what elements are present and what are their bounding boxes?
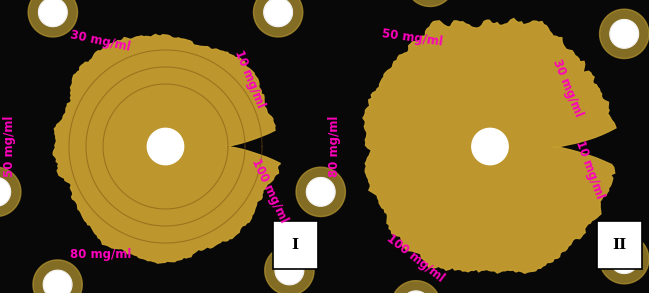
Polygon shape bbox=[600, 234, 649, 284]
Polygon shape bbox=[38, 0, 67, 27]
Text: 100 mg/ml: 100 mg/ml bbox=[249, 156, 290, 225]
Polygon shape bbox=[254, 0, 303, 37]
Text: 30 mg/ml: 30 mg/ml bbox=[69, 28, 132, 54]
Text: I: I bbox=[292, 238, 299, 252]
Polygon shape bbox=[265, 246, 314, 293]
Polygon shape bbox=[296, 167, 345, 217]
Polygon shape bbox=[43, 270, 72, 293]
Polygon shape bbox=[402, 291, 430, 293]
Polygon shape bbox=[472, 128, 508, 165]
Polygon shape bbox=[610, 245, 639, 273]
FancyBboxPatch shape bbox=[273, 221, 318, 269]
Polygon shape bbox=[147, 128, 184, 165]
Text: 80 mg/ml: 80 mg/ml bbox=[70, 248, 131, 261]
Polygon shape bbox=[193, 0, 649, 293]
Polygon shape bbox=[204, 0, 649, 293]
Polygon shape bbox=[275, 256, 304, 285]
Polygon shape bbox=[363, 18, 616, 273]
Polygon shape bbox=[0, 0, 463, 293]
Polygon shape bbox=[53, 35, 280, 263]
Polygon shape bbox=[33, 260, 82, 293]
Polygon shape bbox=[0, 167, 21, 217]
Text: 50 mg/ml: 50 mg/ml bbox=[381, 27, 443, 49]
Polygon shape bbox=[600, 9, 649, 59]
Polygon shape bbox=[0, 178, 10, 206]
Polygon shape bbox=[28, 0, 77, 37]
Polygon shape bbox=[264, 0, 293, 27]
Text: 30 mg/ml: 30 mg/ml bbox=[550, 57, 585, 119]
Polygon shape bbox=[610, 20, 639, 48]
Polygon shape bbox=[391, 281, 441, 293]
Polygon shape bbox=[306, 178, 335, 206]
Polygon shape bbox=[406, 0, 455, 6]
Text: 50 mg/ml: 50 mg/ml bbox=[3, 116, 16, 177]
FancyBboxPatch shape bbox=[597, 221, 643, 269]
Text: 10 mg/ml: 10 mg/ml bbox=[232, 48, 267, 110]
Text: 10 mg/ml: 10 mg/ml bbox=[572, 139, 606, 201]
Text: 100 mg/ml: 100 mg/ml bbox=[384, 231, 447, 284]
Text: II: II bbox=[613, 238, 627, 252]
Polygon shape bbox=[0, 0, 451, 293]
Text: 80 mg/ml: 80 mg/ml bbox=[328, 116, 341, 177]
